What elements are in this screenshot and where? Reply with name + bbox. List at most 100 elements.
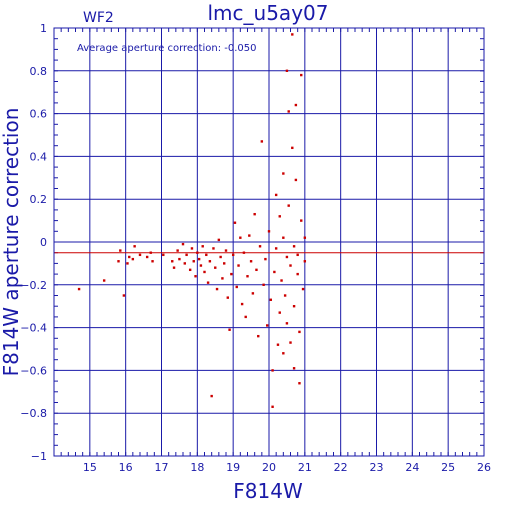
data-point <box>212 247 215 250</box>
data-point <box>285 69 289 72</box>
x-tick-label: 20 <box>262 461 276 474</box>
y-tick-label: 1 <box>40 22 47 35</box>
data-point <box>188 268 192 272</box>
x-tick-label: 22 <box>334 461 348 474</box>
data-point <box>235 285 238 289</box>
data-point <box>172 266 176 269</box>
data-point <box>239 236 242 239</box>
data-point <box>215 287 219 291</box>
y-tick-label: 0 <box>40 236 47 249</box>
data-point <box>131 257 135 261</box>
data-point <box>128 255 131 259</box>
data-point <box>133 245 136 248</box>
data-point <box>266 324 269 327</box>
data-point <box>230 272 233 276</box>
data-point <box>271 405 274 408</box>
data-point <box>244 315 247 319</box>
x-axis-label: F814W <box>233 479 303 503</box>
data-point <box>262 283 265 286</box>
data-point <box>208 260 212 263</box>
data-point <box>278 215 281 218</box>
data-point <box>300 219 303 222</box>
y-axis-label: F814W aperture correction <box>0 108 23 377</box>
data-point <box>300 73 303 77</box>
data-point <box>192 260 195 263</box>
data-point <box>185 253 188 257</box>
data-point <box>162 253 165 257</box>
data-points <box>77 33 307 408</box>
data-point <box>151 260 154 263</box>
data-point <box>242 251 246 254</box>
data-point <box>292 305 296 308</box>
data-point <box>294 178 298 182</box>
data-point <box>303 236 307 239</box>
data-point <box>282 236 285 239</box>
data-point <box>205 253 208 257</box>
data-point <box>122 294 126 297</box>
data-point <box>240 302 244 306</box>
data-point <box>226 296 229 299</box>
data-point <box>102 279 106 282</box>
data-point <box>145 255 149 259</box>
data-point <box>178 257 181 261</box>
data-point <box>138 253 142 257</box>
data-point <box>199 264 203 267</box>
data-point <box>269 298 272 301</box>
average-annotation: Average aperture correction: -0.050 <box>77 43 257 54</box>
data-point <box>292 367 296 370</box>
data-point <box>289 264 292 267</box>
data-point <box>280 279 283 282</box>
data-point <box>224 249 228 252</box>
data-point <box>276 343 280 346</box>
x-tick-label: 18 <box>190 461 204 474</box>
data-point <box>197 257 201 261</box>
data-point <box>246 275 249 278</box>
x-tick-label: 25 <box>441 461 455 474</box>
data-point <box>219 255 222 259</box>
data-point <box>301 287 305 291</box>
data-point <box>294 103 298 107</box>
chart-title: lmc_u5ay07 <box>208 1 329 25</box>
x-tick-label: 26 <box>477 461 491 474</box>
data-point <box>194 275 197 278</box>
data-point <box>251 292 255 295</box>
x-tick-label: 19 <box>226 461 240 474</box>
y-tick-label: 0.4 <box>30 150 48 163</box>
data-point <box>253 212 256 216</box>
data-point <box>223 262 226 265</box>
data-point <box>271 369 274 372</box>
data-point <box>183 262 186 265</box>
x-tick-label: 16 <box>119 461 133 474</box>
data-point <box>206 281 210 284</box>
x-tick-label: 21 <box>298 461 312 474</box>
data-point <box>190 247 194 250</box>
data-point <box>203 270 206 274</box>
data-point <box>117 260 120 263</box>
data-point <box>201 245 204 248</box>
data-point <box>298 382 301 385</box>
data-point <box>221 277 224 280</box>
data-point <box>267 230 271 233</box>
data-point <box>298 330 301 334</box>
data-point <box>264 257 267 261</box>
tick-labels: 15 16 17 18 19 20 21 22 23 24 25 26 −1 −0.8 −0.6 −0.4 −0… <box>20 22 491 474</box>
data-point <box>231 253 235 257</box>
data-point <box>237 264 240 267</box>
y-tick-label: −0.8 <box>20 407 47 420</box>
data-point <box>228 328 231 331</box>
data-point <box>289 341 292 344</box>
data-point <box>119 249 122 252</box>
y-tick-label: −0.6 <box>20 364 47 377</box>
data-point <box>149 251 152 254</box>
data-point <box>260 140 264 143</box>
data-point <box>303 260 307 263</box>
data-point <box>285 255 289 259</box>
data-point <box>255 268 258 272</box>
y-tick-label: 0.8 <box>30 65 48 78</box>
x-tick-label: 23 <box>370 461 384 474</box>
data-point <box>214 266 217 269</box>
data-point <box>292 245 296 248</box>
data-point <box>291 146 294 150</box>
data-point <box>258 245 262 248</box>
